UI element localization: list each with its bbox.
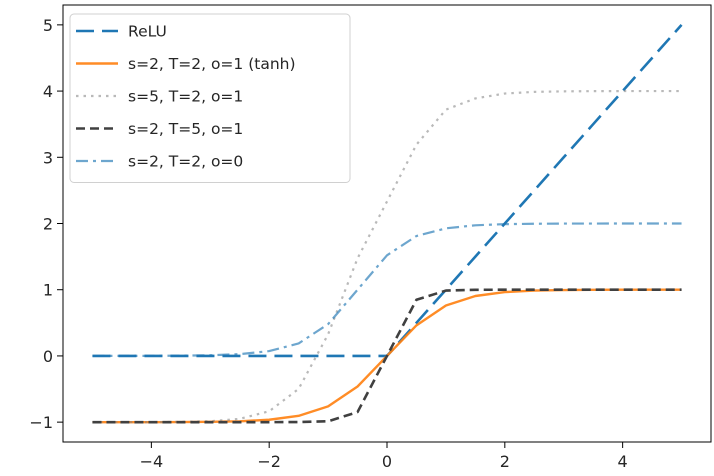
y-tick-label: 3 bbox=[43, 148, 53, 167]
legend-label: s=2, T=2, o=1 (tanh) bbox=[128, 55, 296, 73]
y-tick-label: 0 bbox=[43, 347, 53, 366]
axes: −4 −2 0 2 4 −1 0 1 2 3 4 5 bbox=[29, 4, 712, 471]
legend-label: s=5, T=2, o=1 bbox=[128, 88, 243, 106]
plot-area bbox=[92, 23, 683, 424]
x-tick-label: −4 bbox=[140, 452, 164, 471]
legend-label: s=2, T=2, o=0 bbox=[128, 153, 243, 171]
legend-label: s=2, T=5, o=1 bbox=[128, 120, 243, 138]
legend-box bbox=[69, 13, 351, 183]
x-tick-label: −2 bbox=[257, 452, 281, 471]
x-tick-label: 2 bbox=[500, 452, 510, 471]
y-tick-label: 1 bbox=[43, 281, 53, 300]
legend-label: ReLU bbox=[128, 23, 167, 41]
x-tick-label: 4 bbox=[618, 452, 628, 471]
legend: ReLU s=2, T=2, o=1 (tanh) s=5, T=2, o=1 s=2… bbox=[69, 13, 351, 183]
x-tick-label: 0 bbox=[382, 452, 392, 471]
y-tick-label: 5 bbox=[43, 16, 53, 35]
series-line-4 bbox=[92, 288, 682, 424]
y-tick-label: 2 bbox=[43, 215, 53, 234]
series-line-5 bbox=[92, 222, 682, 358]
y-tick-label: −1 bbox=[29, 413, 53, 432]
y-tick-label: 4 bbox=[43, 82, 53, 101]
